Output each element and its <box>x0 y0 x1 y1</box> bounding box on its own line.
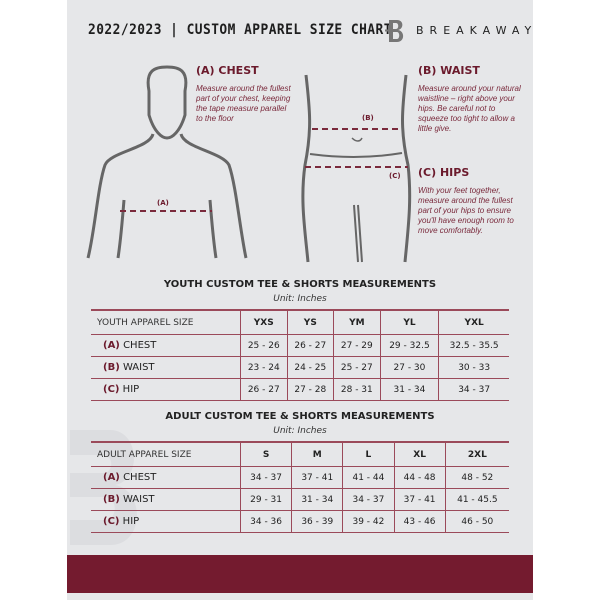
header-cell: YS <box>286 309 335 335</box>
cell: 27 - 29 <box>333 334 381 357</box>
hips-heading: (C) HIPS <box>418 166 470 179</box>
adult-unit: Unit: Inches <box>273 426 327 436</box>
cell: 34 - 37 <box>342 488 395 511</box>
cell: 26 - 27 <box>240 378 288 401</box>
waist-marker: (B) <box>362 114 374 122</box>
cell: 32.5 - 35.5 <box>438 334 509 357</box>
cell: 30 - 33 <box>438 356 509 379</box>
page-title: 2022/2023 | CUSTOM APPAREL SIZE CHART <box>88 22 392 38</box>
waist-instructions: Measure around your natural waistline – … <box>418 84 521 133</box>
cell: 25 - 26 <box>240 334 288 357</box>
cell: 27 - 30 <box>379 356 440 379</box>
brand-name: BREAKAWAY <box>416 24 538 37</box>
waist-heading: (B) WAIST <box>418 64 480 77</box>
row-label: (A) CHEST <box>91 466 241 489</box>
row-label: (A) CHEST <box>91 334 241 357</box>
table-header-row: YOUTH APPAREL SIZE YXS YS YM YL YXL <box>91 309 509 335</box>
header-cell: YOUTH APPAREL SIZE <box>91 309 241 335</box>
upper-body-figure <box>86 65 248 259</box>
cell: 34 - 37 <box>438 378 509 401</box>
youth-size-table: YOUTH APPAREL SIZE YXS YS YM YL YXL (A) … <box>91 309 509 401</box>
row-label: (B) WAIST <box>91 488 241 511</box>
header-cell: YL <box>379 309 440 335</box>
cell: 41 - 44 <box>342 466 395 489</box>
table-row: (C) HIP 26 - 27 27 - 28 28 - 31 31 - 34 34 -… <box>91 378 509 401</box>
brand-logo-icon <box>385 20 404 42</box>
header-cell: M <box>291 441 344 467</box>
cell: 24 - 25 <box>286 356 335 379</box>
body-figures <box>86 65 412 263</box>
cell: 34 - 36 <box>239 510 293 533</box>
cell: 23 - 24 <box>240 356 288 379</box>
header-cell: YM <box>333 309 381 335</box>
youth-table-title: YOUTH CUSTOM TEE & SHORTS MEASUREMENTS <box>163 279 437 290</box>
table-row: (A) CHEST 25 - 26 26 - 27 27 - 29 29 - 32.5… <box>91 334 509 357</box>
chest-heading: (A) CHEST <box>196 64 259 77</box>
adult-size-table: ADULT APPAREL SIZE S M L XL 2XL (A) CHES… <box>91 441 509 533</box>
table-row: (B) WAIST 23 - 24 24 - 25 25 - 27 27 - 30 30… <box>91 356 509 379</box>
table-row: (A) CHEST 34 - 37 37 - 41 41 - 44 44 - 48 48… <box>91 466 509 489</box>
header-cell: 2XL <box>444 441 509 467</box>
youth-unit: Unit: Inches <box>273 294 327 304</box>
row-label: (C) HIP <box>91 510 241 533</box>
hip-marker: (C) <box>389 172 401 180</box>
table-row: (C) HIP 34 - 36 36 - 39 39 - 42 43 - 46 46 -… <box>91 510 509 533</box>
row-label: (B) WAIST <box>91 356 241 379</box>
cell: 41 - 45.5 <box>444 488 509 511</box>
table-row: (B) WAIST 29 - 31 31 - 34 34 - 37 37 - 41 41… <box>91 488 509 511</box>
cell: 39 - 42 <box>342 510 395 533</box>
cell: 25 - 27 <box>333 356 381 379</box>
adult-table-title: ADULT CUSTOM TEE & SHORTS MEASUREMENTS <box>165 411 435 422</box>
header-cell: YXL <box>438 309 509 335</box>
cell: 28 - 31 <box>333 378 381 401</box>
cell: 44 - 48 <box>393 466 446 489</box>
footer-band <box>67 555 533 593</box>
chest-marker: (A) <box>157 199 169 207</box>
cell: 31 - 34 <box>291 488 344 511</box>
header-cell: S <box>239 441 293 467</box>
header-cell: L <box>342 441 395 467</box>
header-cell: YXS <box>240 309 288 335</box>
chest-instructions: Measure around the fullest part of your … <box>196 84 291 123</box>
cell: 37 - 41 <box>291 466 344 489</box>
cell: 36 - 39 <box>291 510 344 533</box>
cell: 29 - 31 <box>239 488 293 511</box>
hips-instructions: With your feet together, measure around … <box>418 186 514 235</box>
cell: 43 - 46 <box>393 510 446 533</box>
table-header-row: ADULT APPAREL SIZE S M L XL 2XL <box>91 441 509 467</box>
cell: 27 - 28 <box>286 378 335 401</box>
header-cell: XL <box>393 441 446 467</box>
cell: 48 - 52 <box>444 466 509 489</box>
cell: 26 - 27 <box>286 334 335 357</box>
header-cell: ADULT APPAREL SIZE <box>91 441 241 467</box>
cell: 46 - 50 <box>444 510 509 533</box>
cell: 34 - 37 <box>239 466 293 489</box>
cell: 29 - 32.5 <box>379 334 440 357</box>
lower-body-figure <box>301 74 412 263</box>
cell: 31 - 34 <box>379 378 440 401</box>
cell: 37 - 41 <box>393 488 446 511</box>
row-label: (C) HIP <box>91 378 241 401</box>
